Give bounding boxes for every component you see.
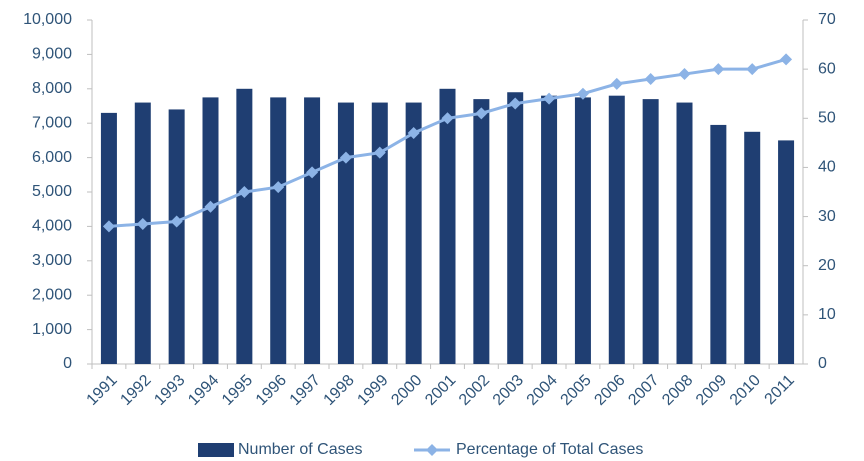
y-tick-label: 6,000 bbox=[32, 149, 72, 166]
bar bbox=[405, 102, 422, 364]
y2-tick-label: 50 bbox=[818, 110, 836, 127]
bar bbox=[236, 88, 253, 365]
x-tick-label: 2007 bbox=[625, 372, 662, 409]
y2-tick-label: 10 bbox=[818, 306, 836, 323]
bar bbox=[710, 124, 727, 364]
bar bbox=[337, 102, 354, 364]
bar bbox=[778, 140, 795, 364]
line-marker bbox=[644, 72, 657, 85]
y-tick-label: 4,000 bbox=[32, 218, 72, 235]
bar bbox=[608, 95, 625, 365]
x-tick-label: 2001 bbox=[422, 372, 459, 409]
y2-tick-label: 0 bbox=[818, 355, 827, 372]
y-tick-label: 2,000 bbox=[32, 286, 72, 303]
x-tick-label: 2009 bbox=[693, 372, 730, 409]
line-marker bbox=[204, 200, 217, 213]
bar bbox=[642, 99, 659, 365]
y-tick-label: 0 bbox=[63, 355, 72, 372]
x-tick-label: 1993 bbox=[151, 372, 188, 409]
x-tick-label: 2000 bbox=[388, 372, 425, 409]
x-tick-label: 2004 bbox=[524, 372, 561, 409]
bar bbox=[100, 112, 117, 364]
line-marker bbox=[238, 186, 251, 198]
y2-tick-label: 60 bbox=[818, 60, 836, 77]
bar bbox=[270, 97, 287, 365]
line-marker bbox=[475, 107, 488, 120]
line-marker bbox=[272, 181, 285, 194]
line-marker bbox=[712, 63, 725, 76]
x-tick-label: 2005 bbox=[558, 372, 595, 409]
legend-swatch bbox=[198, 443, 234, 457]
bar bbox=[304, 97, 321, 365]
x-tick-label: 2010 bbox=[727, 372, 764, 409]
bar bbox=[439, 88, 456, 365]
x-tick-label: 1995 bbox=[219, 372, 256, 409]
y-tick-label: 9,000 bbox=[32, 46, 72, 63]
bar bbox=[676, 102, 693, 364]
x-tick-label: 2006 bbox=[591, 372, 628, 409]
x-tick-label: 2008 bbox=[659, 372, 696, 409]
bar bbox=[473, 99, 490, 365]
x-tick-label: 1996 bbox=[253, 372, 290, 409]
x-tick-label: 1994 bbox=[185, 372, 222, 409]
line-marker bbox=[102, 220, 115, 233]
legend-label: Percentage of Total Cases bbox=[456, 441, 643, 458]
line-marker bbox=[610, 77, 623, 90]
legend-label: Number of Cases bbox=[238, 441, 363, 458]
y2-tick-label: 20 bbox=[818, 257, 836, 274]
y-tick-label: 3,000 bbox=[32, 252, 72, 269]
y-tick-label: 7,000 bbox=[32, 114, 72, 131]
line-marker bbox=[678, 68, 691, 81]
x-tick-label: 1998 bbox=[321, 372, 358, 409]
legend-swatch bbox=[426, 444, 438, 456]
line-marker bbox=[407, 127, 420, 140]
bar bbox=[574, 97, 591, 365]
y2-tick-label: 30 bbox=[818, 208, 836, 225]
y-tick-label: 10,000 bbox=[23, 11, 72, 28]
line-marker bbox=[373, 146, 386, 159]
y2-tick-label: 70 bbox=[818, 11, 836, 28]
bar bbox=[134, 102, 151, 364]
x-tick-label: 1997 bbox=[287, 372, 324, 409]
bar bbox=[202, 97, 219, 365]
line-marker bbox=[543, 92, 556, 105]
line-marker bbox=[441, 112, 454, 125]
x-tick-label: 2003 bbox=[490, 372, 527, 409]
bar bbox=[507, 92, 524, 365]
x-tick-label: 2011 bbox=[762, 372, 798, 408]
line-marker bbox=[306, 166, 319, 179]
y-tick-label: 5,000 bbox=[32, 183, 72, 200]
x-tick-label: 1991 bbox=[84, 372, 121, 409]
line-marker bbox=[136, 217, 149, 230]
x-tick-label: 1992 bbox=[117, 372, 154, 409]
y2-tick-label: 40 bbox=[818, 159, 836, 176]
line-marker bbox=[170, 215, 183, 228]
line-marker bbox=[780, 53, 793, 66]
bar bbox=[371, 102, 388, 364]
x-tick-label: 2002 bbox=[456, 372, 493, 409]
line-marker bbox=[339, 151, 352, 164]
bar bbox=[541, 95, 558, 365]
line-marker bbox=[509, 97, 522, 110]
y-tick-label: 8,000 bbox=[32, 80, 72, 97]
line-marker bbox=[746, 63, 759, 76]
y-tick-label: 1,000 bbox=[32, 321, 72, 338]
line-marker bbox=[576, 87, 589, 100]
bar bbox=[168, 109, 185, 364]
x-tick-label: 1999 bbox=[354, 372, 391, 409]
bar bbox=[744, 131, 761, 364]
